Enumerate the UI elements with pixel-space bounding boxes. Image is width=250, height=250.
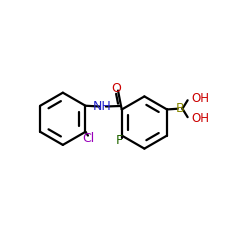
Text: Cl: Cl	[82, 132, 94, 144]
Text: NH: NH	[93, 100, 112, 113]
Text: OH: OH	[191, 92, 209, 105]
Text: F: F	[116, 134, 123, 147]
Text: B: B	[176, 102, 184, 115]
Text: O: O	[111, 82, 121, 94]
Text: OH: OH	[191, 112, 209, 125]
